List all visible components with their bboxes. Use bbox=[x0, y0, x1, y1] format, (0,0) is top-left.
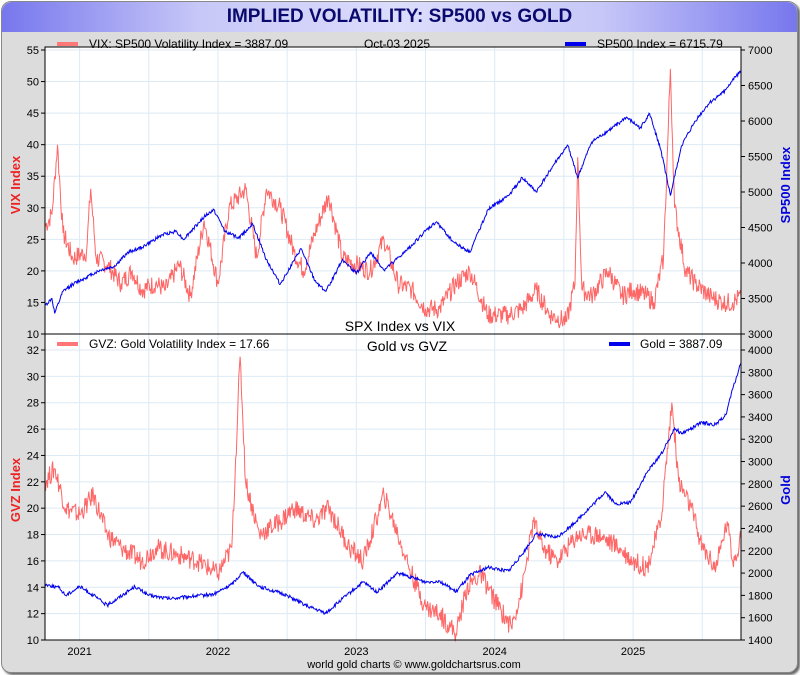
sp500-axis-label: SP500 Index bbox=[778, 146, 793, 223]
series-line-vix bbox=[44, 68, 742, 329]
y-left-tick-label: 26 bbox=[27, 424, 39, 436]
vix-axis-label: VIX Index bbox=[8, 155, 23, 214]
y-right-tick-label: 2800 bbox=[748, 479, 772, 491]
y-right-tick-label: 7000 bbox=[748, 45, 772, 57]
y-left-tick-label: 30 bbox=[27, 371, 39, 383]
y-left-tick-label: 16 bbox=[27, 556, 39, 568]
y-right-tick-label: 3400 bbox=[748, 412, 772, 424]
axis-ticks: 2021 2022 2023 2024 202510152025303540455055… bbox=[27, 45, 773, 658]
x-tick-label: 2021 bbox=[67, 646, 91, 658]
x-tick-label: 2023 bbox=[344, 646, 368, 658]
series-line-gold bbox=[44, 362, 742, 615]
y-right-tick-label: 5500 bbox=[748, 152, 772, 164]
y-right-tick-label: 2000 bbox=[748, 568, 772, 580]
y-right-tick-label: 1600 bbox=[748, 613, 772, 625]
y-left-tick-label: 24 bbox=[27, 450, 39, 462]
y-right-tick-label: 2400 bbox=[748, 523, 772, 535]
gold-axis-label: Gold bbox=[778, 475, 793, 505]
title-bar: IMPLIED VOLATILITY: SP500 vs GOLD bbox=[2, 2, 797, 32]
y-left-tick-label: 50 bbox=[27, 77, 39, 89]
y-left-tick-label: 20 bbox=[27, 266, 39, 278]
x-tick-label: 2024 bbox=[482, 646, 506, 658]
y-right-tick-label: 3000 bbox=[748, 329, 772, 341]
y-right-tick-label: 1400 bbox=[748, 635, 772, 647]
date-label: Oct-03 2025 bbox=[364, 37, 430, 51]
y-right-tick-label: 1800 bbox=[748, 590, 772, 602]
y-left-tick-label: 45 bbox=[27, 108, 39, 120]
y-left-tick-label: 30 bbox=[27, 203, 39, 215]
y-right-tick-label: 3500 bbox=[748, 294, 772, 306]
y-right-tick-label: 2200 bbox=[748, 546, 772, 558]
credit-text: world gold charts © www.goldchartsrus.co… bbox=[306, 659, 521, 671]
y-left-tick-label: 35 bbox=[27, 171, 39, 183]
y-right-tick-label: 4500 bbox=[748, 223, 772, 235]
plot-border bbox=[44, 46, 742, 641]
bottom-plot-area bbox=[44, 333, 742, 641]
series-line-gvz bbox=[44, 356, 742, 642]
y-left-tick-label: 55 bbox=[27, 45, 39, 57]
y-left-tick-label: 28 bbox=[27, 398, 39, 410]
series-lines bbox=[44, 68, 742, 642]
legend-vix: VIX: SP500 Volatility Index = 3887.09 bbox=[89, 37, 288, 51]
y-right-tick-label: 4000 bbox=[748, 258, 772, 270]
bottom-chart-caption: Gold vs GVZ bbox=[367, 338, 448, 354]
y-left-tick-label: 10 bbox=[27, 329, 39, 341]
y-left-tick-label: 20 bbox=[27, 503, 39, 515]
legend-gold: Gold = 3887.09 bbox=[640, 337, 723, 351]
y-right-tick-label: 3800 bbox=[748, 367, 772, 379]
y-left-tick-label: 14 bbox=[27, 582, 39, 594]
y-right-tick-label: 4000 bbox=[748, 345, 772, 357]
legend-gvz: GVZ: Gold Volatility Index = 17.66 bbox=[89, 337, 270, 351]
y-left-tick-label: 18 bbox=[27, 530, 39, 542]
y-left-tick-label: 10 bbox=[27, 635, 39, 647]
y-left-tick-label: 22 bbox=[27, 477, 39, 489]
y-right-tick-label: 3000 bbox=[748, 457, 772, 469]
y-left-tick-label: 25 bbox=[27, 234, 39, 246]
y-right-tick-label: 2600 bbox=[748, 501, 772, 513]
x-tick-label: 2025 bbox=[621, 646, 645, 658]
series-line-sp500 bbox=[44, 70, 742, 314]
legend-sp500: SP500 Index = 6715.79 bbox=[597, 37, 723, 51]
y-left-tick-label: 12 bbox=[27, 609, 39, 621]
y-right-tick-label: 5000 bbox=[748, 187, 772, 199]
y-left-tick-label: 15 bbox=[27, 297, 39, 309]
top-chart-caption: SPX Index vs VIX bbox=[345, 318, 456, 334]
chart-title: IMPLIED VOLATILITY: SP500 vs GOLD bbox=[226, 6, 573, 27]
y-right-tick-label: 6500 bbox=[748, 81, 772, 93]
y-right-tick-label: 3200 bbox=[748, 434, 772, 446]
y-left-tick-label: 32 bbox=[27, 345, 39, 357]
gvz-axis-label: GVZ Index bbox=[8, 457, 23, 522]
x-tick-label: 2022 bbox=[206, 646, 230, 658]
y-left-tick-label: 40 bbox=[27, 140, 39, 152]
y-right-tick-label: 6000 bbox=[748, 116, 772, 128]
y-right-tick-label: 3600 bbox=[748, 390, 772, 402]
